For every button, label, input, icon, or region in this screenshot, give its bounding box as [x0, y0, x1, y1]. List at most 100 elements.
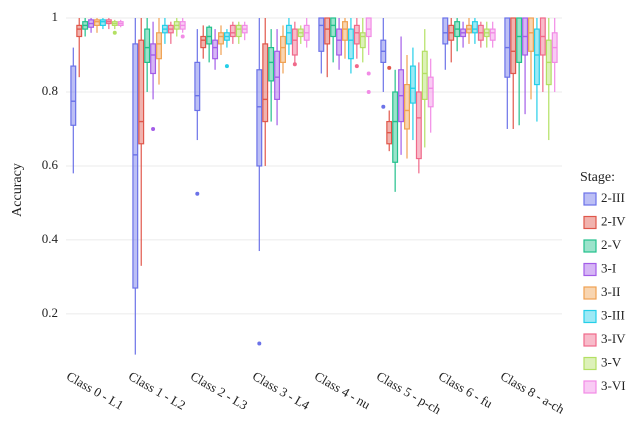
box-body: [471, 21, 478, 34]
box: [144, 18, 151, 92]
box: [510, 17, 517, 129]
box: [504, 17, 511, 129]
box-body: [156, 32, 162, 60]
box: [156, 18, 162, 85]
box-body: [324, 17, 331, 45]
legend-swatch: [583, 309, 597, 324]
x-tick-label: Class 6 - fu: [436, 368, 496, 411]
box: [179, 18, 186, 39]
box-body: [489, 28, 496, 41]
x-tick-label: Class 0 - L1: [64, 368, 126, 413]
box: [460, 21, 467, 48]
box: [409, 47, 416, 141]
legend-label: 2-III: [601, 190, 625, 205]
box: [268, 29, 275, 122]
box: [173, 18, 180, 37]
box-body: [330, 17, 337, 38]
box-body: [218, 32, 224, 45]
box: [223, 29, 230, 69]
box: [150, 21, 157, 131]
box: [297, 25, 304, 44]
box: [94, 18, 100, 33]
box: [489, 21, 496, 48]
outlier: [366, 71, 371, 76]
outlier: [112, 30, 117, 35]
outlier: [151, 126, 156, 131]
box: [99, 18, 106, 30]
box-body: [268, 46, 275, 82]
box: [551, 18, 558, 92]
x-tick-label: Class 5 - p-ch: [374, 368, 444, 417]
box: [347, 18, 354, 74]
box: [477, 21, 484, 48]
box: [111, 19, 118, 35]
box: [82, 18, 89, 37]
x-tick-label: Class 8 - a-ch: [498, 368, 568, 417]
legend-label: 3-III: [601, 307, 625, 322]
box: [330, 17, 337, 63]
box-body: [212, 39, 219, 60]
box: [528, 17, 534, 100]
legend-swatch: [583, 262, 597, 277]
outlier: [381, 104, 386, 109]
box-body: [347, 28, 354, 60]
box: [229, 21, 236, 44]
box: [303, 18, 310, 48]
box: [88, 18, 95, 33]
box-body: [291, 28, 298, 56]
outlier: [366, 89, 371, 94]
box: [167, 21, 174, 44]
box: [262, 18, 269, 166]
outlier: [224, 64, 229, 69]
y-tick-label: 0.8: [42, 83, 58, 98]
legend-swatch: [583, 192, 597, 206]
legend-swatch: [583, 380, 597, 394]
box: [285, 18, 292, 55]
box-body: [359, 32, 366, 49]
box-body: [353, 24, 360, 45]
legend-swatch: [583, 239, 597, 253]
box: [194, 29, 201, 196]
box-body: [138, 39, 145, 145]
box: [415, 62, 422, 174]
box: [545, 18, 552, 141]
legend-label: 3-V: [601, 354, 622, 369]
box: [318, 17, 325, 74]
box: [516, 17, 523, 126]
legend-swatch: [583, 356, 597, 371]
box-body: [533, 28, 540, 86]
box-body: [404, 83, 410, 130]
box-body: [99, 19, 106, 26]
box: [404, 54, 410, 159]
box-body: [318, 17, 325, 52]
box: [274, 29, 281, 126]
box: [421, 29, 428, 148]
box-body: [342, 21, 348, 41]
legend-label: 3-IV: [601, 331, 626, 346]
y-tick-label: 0.4: [42, 231, 59, 246]
legend-label: 3-I: [601, 260, 616, 275]
box: [442, 17, 449, 70]
box-body: [94, 19, 100, 26]
box: [206, 25, 213, 63]
box: [398, 36, 405, 155]
box-body: [235, 24, 242, 38]
y-tick-label: 1: [52, 9, 59, 24]
box: [386, 65, 393, 152]
box: [392, 69, 399, 192]
box-body: [510, 17, 517, 75]
box: [336, 18, 343, 70]
box-body: [200, 35, 207, 49]
box: [380, 18, 387, 109]
box-body: [409, 65, 416, 104]
box-body: [274, 50, 281, 100]
box: [359, 18, 366, 63]
outlier: [195, 191, 200, 196]
box: [241, 21, 248, 41]
box: [161, 18, 168, 44]
y-axis-label: Accuracy: [10, 163, 25, 217]
outlier: [354, 64, 359, 69]
box-body: [132, 43, 139, 289]
box-body: [144, 28, 151, 63]
